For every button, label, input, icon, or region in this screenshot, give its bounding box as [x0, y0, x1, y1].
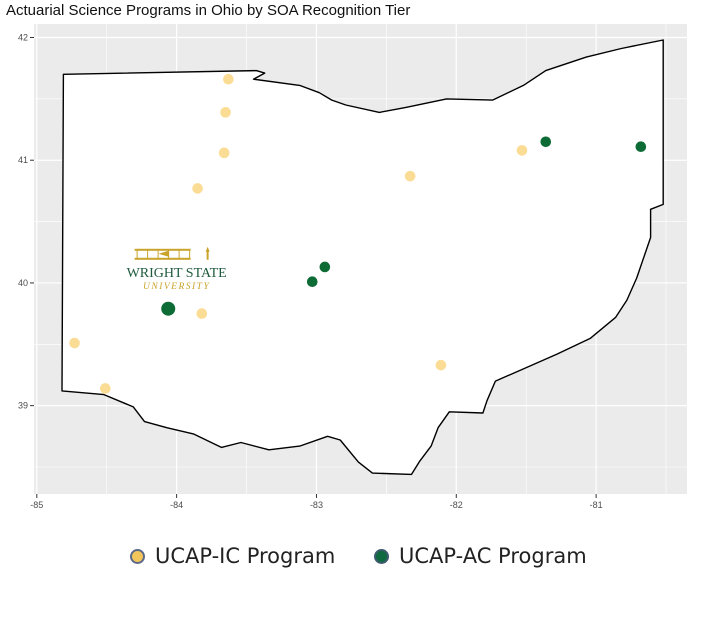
- ucap-ac-legend-dot-icon: [374, 548, 389, 564]
- logo-strut: [178, 249, 180, 259]
- chart-title: Actuarial Science Programs in Ohio by SO…: [6, 2, 411, 19]
- y-tick-label: 39: [18, 401, 28, 411]
- logo-strut: [157, 249, 159, 259]
- logo-wordmark-line2: UNIVERSITY: [143, 282, 210, 292]
- ucap-ic-legend-dot-icon: [130, 548, 145, 564]
- ucap-ac-point: [540, 136, 552, 148]
- y-tick-label: 40: [18, 278, 28, 288]
- logo-figure: [205, 246, 210, 260]
- x-tick-label: -81: [590, 500, 603, 510]
- logo-wordmark-line1: WRIGHT STATE: [127, 266, 227, 281]
- ucap-ic-point: [100, 383, 111, 394]
- logo-strut: [189, 249, 191, 259]
- x-tick-label: -84: [170, 500, 183, 510]
- ucap-ic-point: [69, 337, 80, 349]
- ucap-ic-point: [435, 359, 447, 371]
- x-tick-label: -85: [30, 500, 43, 510]
- ucap-ic-point: [516, 145, 528, 156]
- ohio-state-outline: [61, 39, 664, 476]
- ucap-ic-point: [220, 107, 231, 118]
- ucap-ic-point: [196, 308, 208, 319]
- legend-label-ucap-ac: UCAP-AC Program: [399, 544, 587, 568]
- legend-item-ucap-ac: UCAP-AC Program: [374, 544, 587, 568]
- ucap-ic-point: [218, 147, 230, 159]
- x-tick-label: -83: [310, 500, 323, 510]
- ucap-ac-point: [319, 261, 331, 273]
- ucap-ac-point: [635, 141, 647, 153]
- logo-wing-bottom: [134, 257, 191, 260]
- y-tick-label: 42: [18, 32, 28, 42]
- ucap-ic-point: [192, 183, 203, 194]
- legend-label-ucap-ic: UCAP-IC Program: [155, 544, 336, 568]
- logo-wing-top: [134, 248, 191, 251]
- ucap-ic-point: [223, 73, 234, 85]
- ucap-ic-point: [404, 170, 416, 182]
- x-tick-label: -82: [450, 500, 463, 510]
- logo-strut: [136, 249, 138, 259]
- ucap-ac-point: [161, 301, 176, 316]
- logo-plane-body: [158, 250, 169, 257]
- y-tick-label: 41: [18, 155, 28, 165]
- logo-strut: [147, 249, 149, 259]
- ucap-ac-point: [306, 276, 318, 288]
- legend-item-ucap-ic: UCAP-IC Program: [130, 544, 335, 568]
